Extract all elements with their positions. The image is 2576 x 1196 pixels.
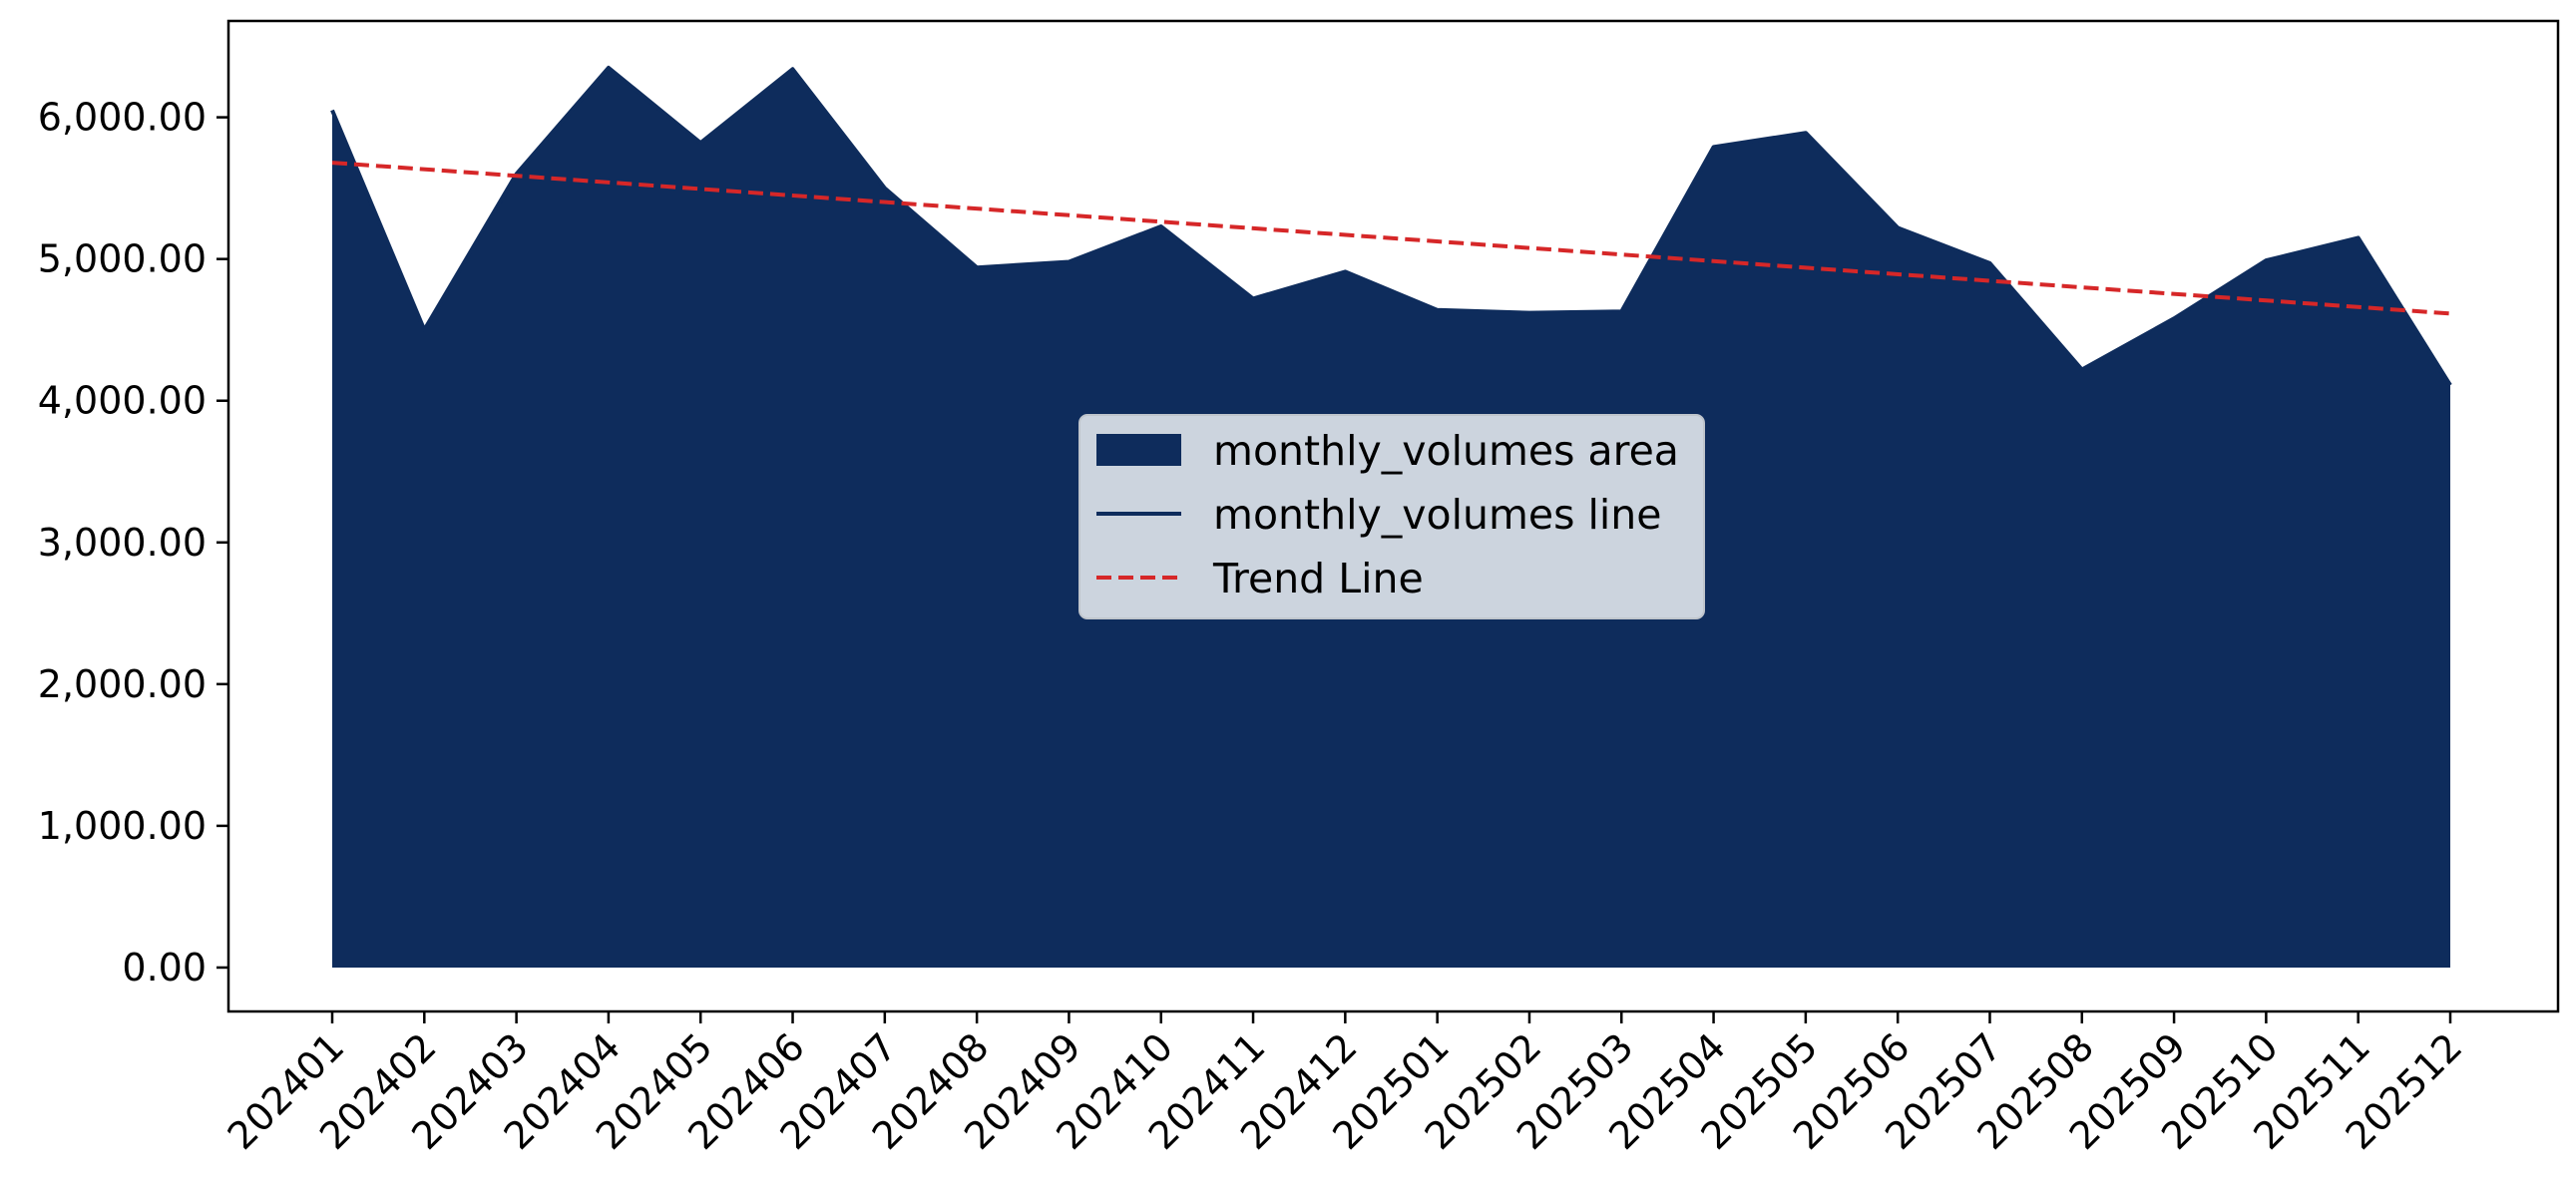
y-tick-label: 1,000.00 xyxy=(38,804,207,848)
y-tick-label: 2,000.00 xyxy=(38,662,207,706)
legend-swatch-area xyxy=(1096,434,1181,466)
line-series-monthly-volumes xyxy=(330,65,2452,387)
legend-label-area: monthly_volumes area xyxy=(1213,427,1679,475)
y-axis: 0.00 1,000.00 2,000.00 3,000.00 4,000.00 5,00… xyxy=(38,96,228,990)
legend: monthly_volumes area monthly_volumes lin… xyxy=(1078,414,1705,619)
y-tick-label: 5,000.00 xyxy=(38,237,207,281)
trend-line xyxy=(331,161,2451,316)
y-tick-label: 0.00 xyxy=(122,946,207,990)
y-tick-label: 3,000.00 xyxy=(38,521,207,565)
y-tick-label: 6,000.00 xyxy=(38,96,207,140)
legend-label-trend: Trend Line xyxy=(1212,555,1424,602)
plot-frame xyxy=(226,19,2560,1013)
legend-box xyxy=(1078,414,1705,619)
y-tick-label: 4,000.00 xyxy=(38,379,207,423)
legend-label-line: monthly_volumes line xyxy=(1213,491,1662,539)
